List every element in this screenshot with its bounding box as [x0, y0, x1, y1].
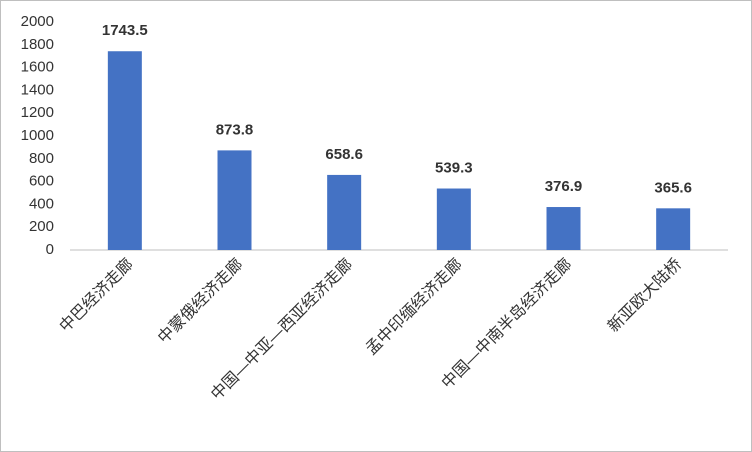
bar [546, 207, 581, 250]
y-tick-label: 400 [29, 195, 54, 212]
value-label: 376.9 [545, 178, 583, 195]
value-label: 1743.5 [102, 22, 148, 39]
y-tick-label: 0 [46, 241, 54, 258]
bar [436, 188, 471, 250]
value-label: 365.6 [654, 179, 692, 196]
y-tick-label: 1000 [21, 127, 54, 144]
bar [107, 51, 142, 251]
value-label: 873.8 [216, 121, 254, 138]
bar [656, 208, 691, 250]
bar [217, 150, 252, 250]
y-tick-label: 200 [29, 218, 54, 235]
value-label: 658.6 [325, 146, 363, 163]
y-tick-label: 600 [29, 173, 54, 190]
y-tick-label: 2000 [21, 13, 54, 30]
y-tick-label: 1400 [21, 81, 54, 98]
bar [327, 174, 362, 250]
y-tick-label: 1200 [21, 104, 54, 121]
y-tick-label: 1800 [21, 36, 54, 53]
y-tick-label: 800 [29, 150, 54, 167]
y-tick-label: 1600 [21, 59, 54, 76]
value-label: 539.3 [435, 159, 473, 176]
